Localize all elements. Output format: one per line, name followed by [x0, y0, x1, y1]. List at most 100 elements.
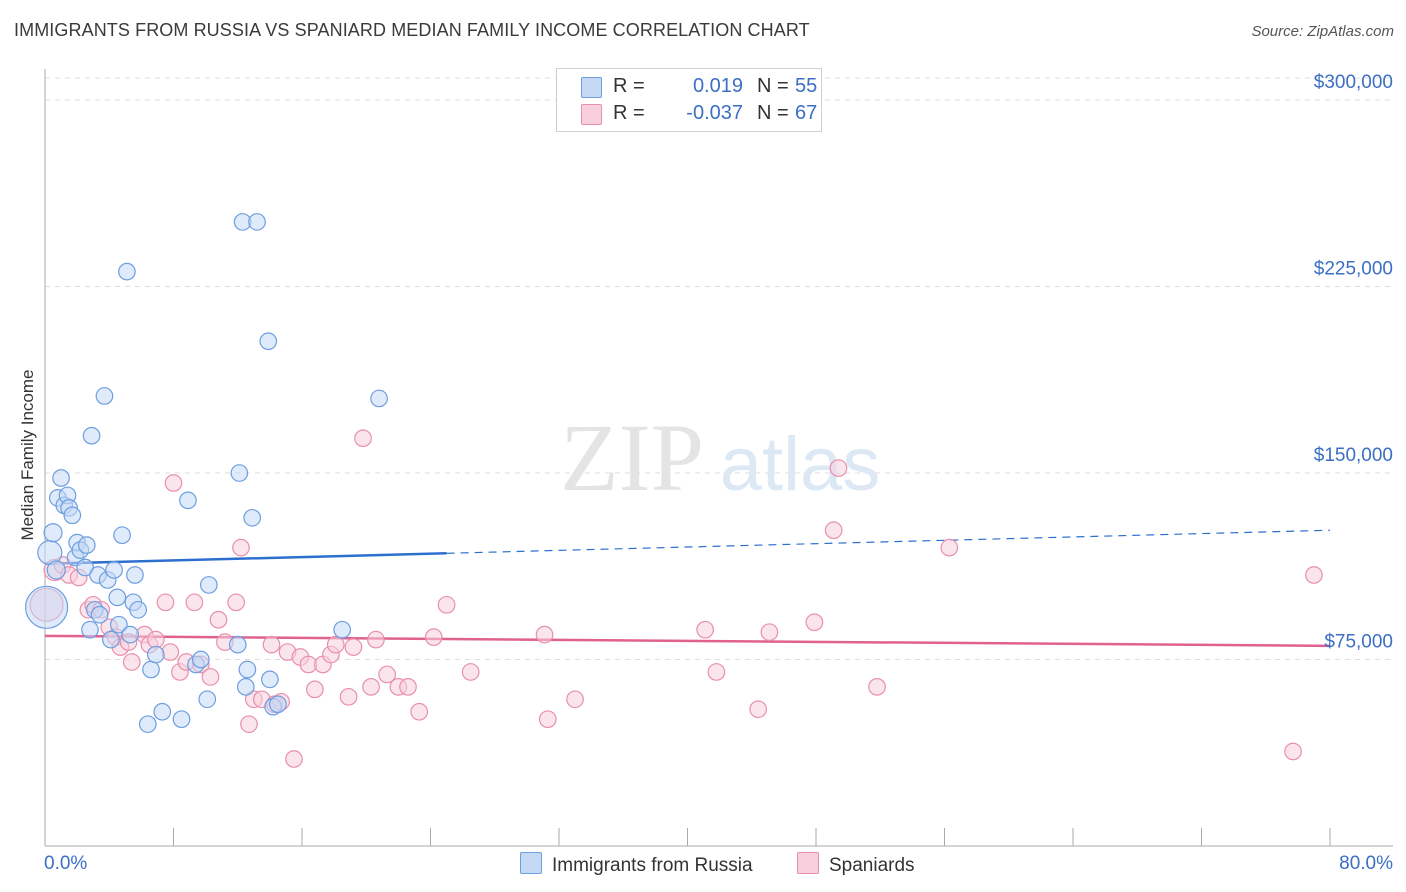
y-tick-label: $75,000 — [1324, 632, 1393, 653]
russia-point — [236, 678, 255, 696]
x-tick-label-min: 0.0% — [44, 853, 87, 874]
spaniard-point — [707, 663, 726, 681]
tick-labels: $75,000 $150,000 $225,000 $300,000 0.0% 80.0% — [44, 72, 1393, 874]
y-tick-label: $300,000 — [1314, 72, 1393, 93]
russia-point — [248, 213, 266, 231]
spaniard-point — [146, 630, 165, 649]
russia-point — [142, 660, 160, 679]
spaniard-point — [240, 715, 258, 734]
spaniard-point — [805, 613, 824, 632]
spaniard-point — [354, 429, 372, 448]
spaniard-point — [829, 459, 848, 477]
spaniard-point — [164, 474, 183, 492]
axes — [44, 69, 1393, 847]
correlation-legend: R = 0.019 N = 55 R = -0.037 N = 67 — [556, 68, 822, 132]
spaniard-point — [122, 653, 141, 671]
russia-point — [110, 615, 128, 634]
russia-point — [113, 526, 131, 545]
russia-point — [108, 588, 127, 607]
y-axis-label: Median Family Income — [18, 369, 37, 541]
bottom-legend-swatch-spaniard — [797, 852, 819, 874]
trend-line-russia-extension — [446, 529, 1331, 554]
russia-point — [25, 585, 69, 629]
spaniard-point — [227, 593, 245, 612]
y-tick-label: $225,000 — [1314, 259, 1393, 280]
spaniard-point — [209, 610, 228, 629]
russia-point — [153, 702, 172, 721]
spaniard-point — [362, 678, 380, 696]
russia-point — [52, 469, 70, 487]
watermark-zip: ZIP — [560, 404, 704, 511]
russia-point — [238, 660, 257, 679]
russia-point — [146, 645, 165, 664]
spaniard-point — [156, 593, 175, 612]
russia-point — [63, 506, 82, 525]
spaniard-point — [232, 538, 250, 557]
spaniard-point — [367, 630, 385, 649]
spaniard-point — [566, 690, 584, 709]
bottom-legend-russia: Immigrants from Russia — [520, 852, 753, 877]
spaniard-point — [399, 678, 417, 696]
spaniard-point — [749, 700, 768, 719]
spaniard-point — [760, 623, 779, 642]
bottom-legend-spaniard: Spaniards — [797, 852, 915, 877]
spaniard-point — [535, 625, 554, 644]
grid-lines — [45, 77, 1393, 661]
bottom-legend-label-spaniard: Spaniards — [829, 855, 915, 876]
russia-point — [121, 625, 139, 644]
y-tick-label: $150,000 — [1314, 445, 1393, 466]
legend-n-label: N = — [757, 75, 789, 97]
russia-point — [43, 523, 63, 543]
spaniard-point — [285, 750, 303, 768]
russia-point — [129, 600, 148, 619]
legend-r-value-spaniard: -0.037 — [686, 102, 743, 124]
spaniard-point — [185, 593, 204, 612]
russia-point — [81, 620, 99, 639]
bottom-legend-label-russia: Immigrants from Russia — [552, 855, 753, 876]
legend-r-label: R = — [613, 102, 645, 124]
russia-point — [199, 576, 218, 594]
spaniard-point — [201, 668, 220, 686]
spaniard-point — [437, 595, 456, 614]
russia-point — [95, 387, 114, 405]
legend-n-label: N = — [757, 102, 789, 124]
spaniard-point — [461, 663, 480, 681]
russia-point — [90, 605, 109, 624]
bottom-legend-swatch-russia — [520, 852, 542, 874]
russia-point — [77, 536, 96, 554]
russia-point — [102, 630, 120, 649]
spaniard-point — [161, 643, 180, 661]
russia-point — [261, 670, 279, 689]
russia-point — [179, 491, 197, 510]
spaniard-point — [824, 521, 843, 540]
russia-point — [370, 389, 388, 408]
legend-r-label: R = — [613, 75, 645, 97]
spaniard-point — [306, 680, 324, 699]
legend-r-value-russia: 0.019 — [692, 75, 743, 97]
legend-n-value-russia: 55 — [795, 75, 818, 97]
chart-title: IMMIGRANTS FROM RUSSIA VS SPANIARD MEDIA… — [14, 20, 810, 40]
spaniard-point — [1284, 742, 1302, 761]
russia-point — [269, 695, 287, 714]
spaniard-point — [262, 635, 281, 654]
legend-swatch-russia — [581, 77, 602, 98]
spaniard-point — [538, 710, 557, 729]
russia-point — [243, 508, 262, 527]
russia-point — [118, 262, 136, 281]
russia-point — [105, 561, 123, 579]
legend-swatch-spaniard — [581, 104, 602, 125]
legend-n-value-spaniard: 67 — [795, 102, 818, 124]
spaniard-point — [424, 628, 443, 646]
spaniard-point — [410, 702, 429, 721]
x-tick-label-max: 80.0% — [1339, 853, 1393, 874]
russia-point — [230, 464, 249, 482]
data-points — [25, 213, 1323, 768]
russia-point — [191, 650, 210, 669]
russia-point — [82, 426, 101, 445]
russia-point — [198, 690, 217, 709]
russia-point — [259, 332, 278, 351]
russia-point — [333, 620, 352, 639]
watermark: ZIP atlas — [560, 404, 880, 511]
spaniard-point — [696, 620, 715, 639]
